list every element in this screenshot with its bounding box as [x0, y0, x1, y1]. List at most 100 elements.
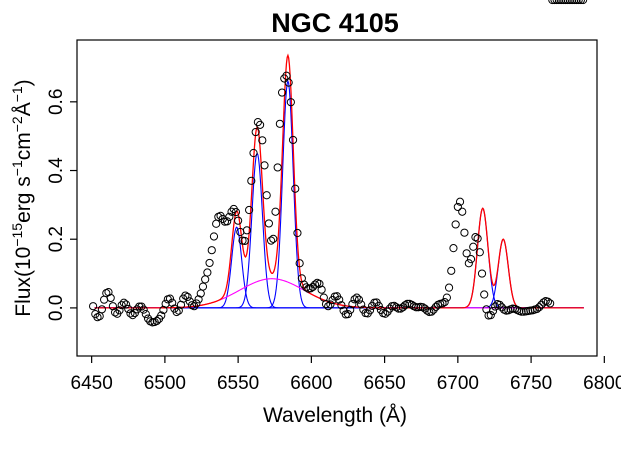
data-point — [576, 0, 585, 5]
x-tick-label: 6450 — [71, 373, 113, 394]
y-axis: 0.0 0.2 0.4 0.6 — [46, 89, 77, 321]
data-point — [557, 0, 566, 5]
data-point — [462, 249, 471, 258]
data-point — [539, 298, 548, 307]
data-point — [315, 279, 324, 288]
data-point — [161, 299, 170, 308]
data-point — [168, 298, 177, 307]
y-tick-label: 0.4 — [46, 157, 67, 184]
data-point — [352, 293, 361, 302]
data-point — [578, 0, 588, 5]
data-point — [302, 283, 311, 292]
data-point — [392, 303, 401, 312]
y-label-prefix: Flux(10 — [12, 247, 35, 317]
data-point — [126, 309, 135, 318]
data-point — [284, 78, 293, 87]
data-point — [486, 311, 495, 320]
data-point — [343, 310, 353, 319]
y-tick-label: 0.0 — [46, 295, 67, 321]
data-point — [253, 117, 262, 127]
data-point — [546, 299, 555, 308]
data-point — [308, 282, 317, 292]
y-tick-label: 0.6 — [46, 89, 67, 115]
data-point — [543, 297, 553, 306]
x-tick-label: 6800 — [583, 373, 621, 394]
data-point — [412, 303, 421, 312]
data-point — [291, 184, 300, 193]
data-point — [394, 304, 403, 313]
data-point — [269, 234, 278, 243]
data-point — [256, 120, 265, 129]
data-point — [277, 88, 287, 97]
data-point — [348, 300, 357, 309]
x-tick-label: 6650 — [363, 373, 405, 394]
data-point — [458, 207, 467, 216]
data-point — [455, 197, 465, 206]
data-point — [124, 304, 133, 314]
data-point — [401, 301, 410, 310]
plot-frame — [76, 39, 598, 357]
data-point — [234, 216, 243, 225]
data-point — [460, 228, 469, 237]
data-point — [139, 305, 148, 314]
data-point — [262, 191, 271, 200]
data-point — [337, 301, 346, 310]
data-point — [440, 297, 449, 307]
data-point — [488, 306, 498, 316]
data-point — [335, 295, 344, 304]
y-label-exp2: −1 — [9, 160, 25, 176]
data-point — [447, 266, 456, 275]
y-tick-label: 0.2 — [46, 226, 67, 252]
data-point — [449, 244, 458, 253]
data-point — [288, 135, 298, 145]
data-point — [271, 207, 280, 216]
data-point — [89, 302, 98, 311]
data-point — [299, 280, 309, 289]
total-fit-curve — [94, 53, 584, 309]
data-point — [273, 163, 282, 172]
data-point — [568, 0, 577, 5]
data-point — [190, 302, 199, 311]
data-point — [132, 305, 142, 314]
data-point — [249, 148, 258, 158]
data-point — [475, 248, 484, 257]
data-point — [354, 295, 364, 304]
x-axis-label: Wavelength (Å) — [263, 404, 407, 427]
data-point — [381, 309, 390, 318]
data-point — [563, 0, 572, 5]
data-point — [231, 207, 241, 217]
data-point — [174, 306, 183, 315]
data-point — [495, 300, 504, 309]
data-point — [119, 298, 128, 307]
data-point — [110, 308, 120, 317]
data-point — [535, 303, 544, 312]
data-point — [266, 236, 276, 245]
data-point — [198, 282, 208, 291]
data-point — [365, 306, 375, 315]
data-point — [574, 0, 583, 5]
data-point — [572, 0, 581, 5]
data-point — [310, 280, 320, 289]
data-point — [326, 300, 335, 309]
data-point — [280, 74, 289, 83]
data-point — [532, 304, 542, 314]
data-point — [429, 305, 438, 314]
data-point — [251, 127, 260, 137]
data-point — [141, 310, 150, 319]
data-point — [203, 268, 212, 277]
data-point — [128, 311, 137, 320]
data-point — [97, 305, 107, 314]
y-label-mid3: Å — [12, 102, 35, 116]
x-tick-label: 6600 — [290, 373, 332, 394]
data-point — [247, 176, 256, 185]
data-point — [194, 295, 203, 304]
data-point — [209, 232, 219, 241]
data-point — [293, 228, 302, 238]
data-point — [548, 0, 557, 5]
y-label-exp3: −2 — [9, 116, 25, 132]
data-point — [242, 226, 252, 235]
data-point — [480, 290, 489, 299]
data-point — [350, 295, 359, 304]
data-point — [473, 234, 482, 243]
